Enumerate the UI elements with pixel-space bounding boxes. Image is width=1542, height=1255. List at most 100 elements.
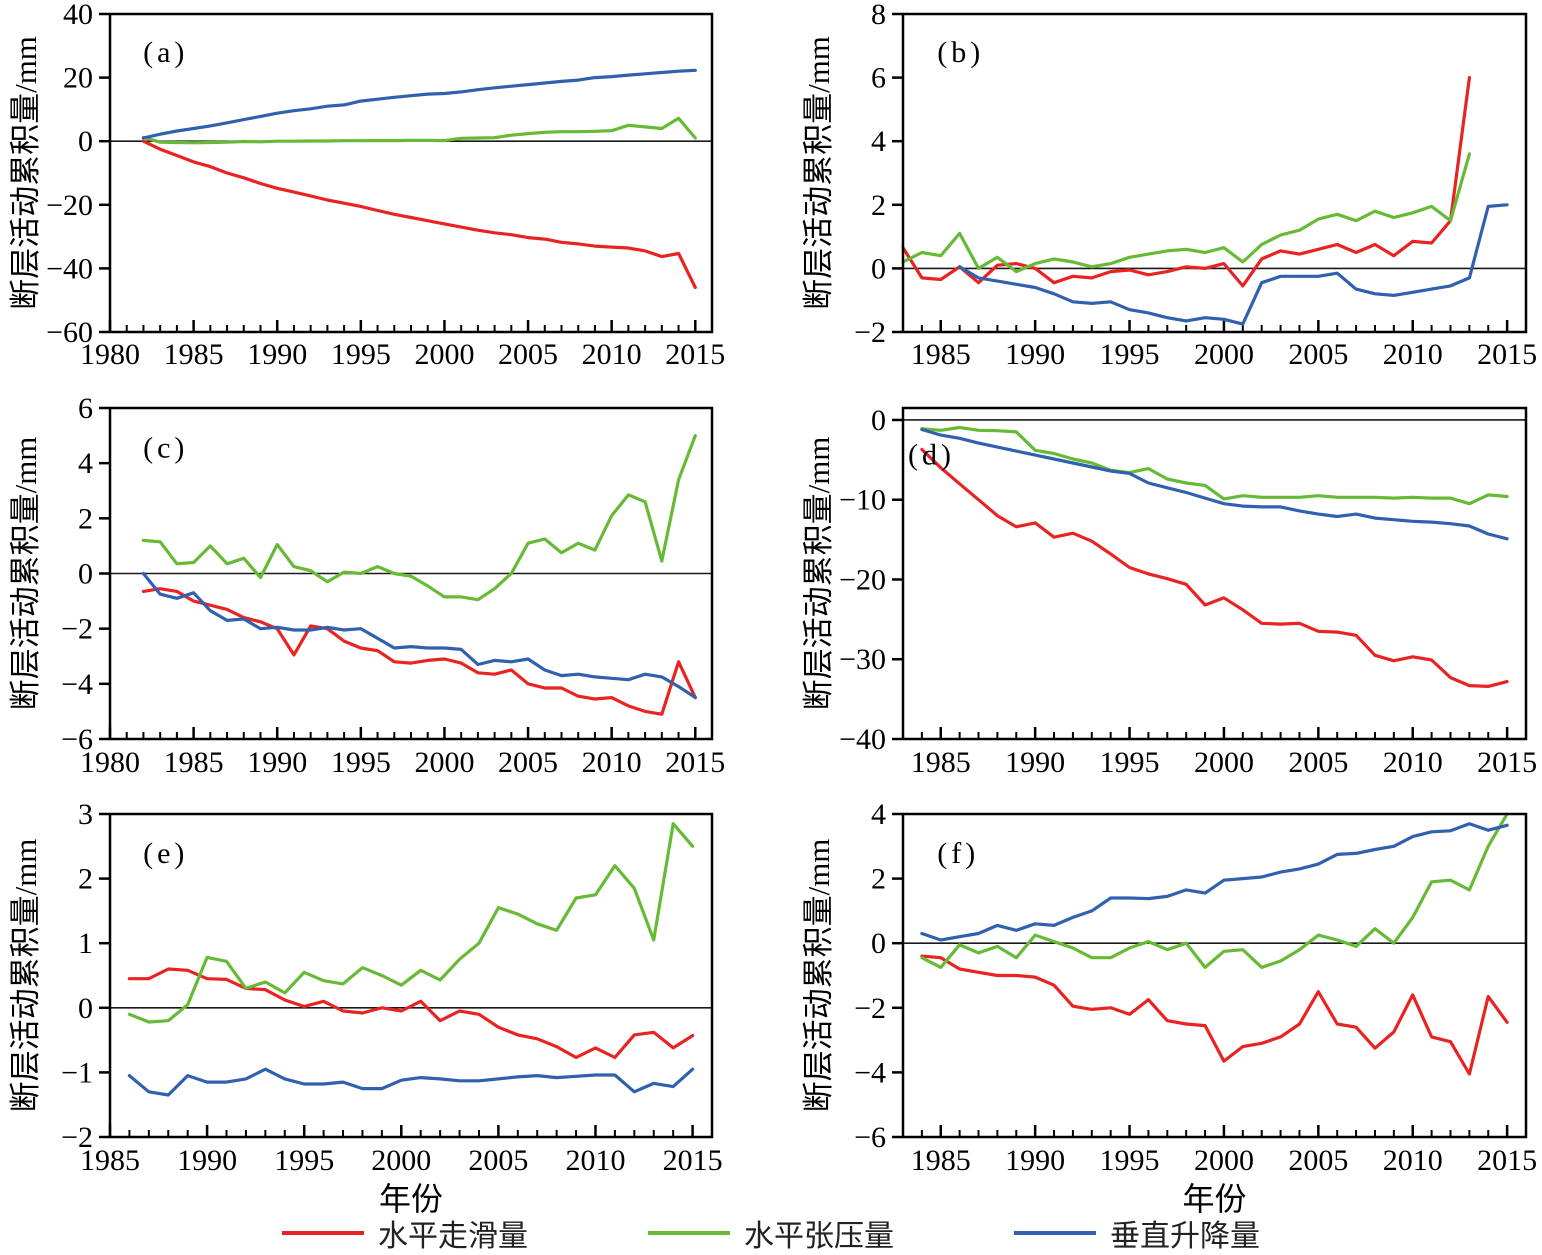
x-tick-label: 1985 [911, 338, 971, 371]
y-axis-title: 断层活动累积量/mm [8, 437, 43, 711]
x-tick-label: 1995 [1100, 746, 1160, 779]
y-tick-label: −2 [61, 1121, 93, 1154]
x-axis-title: 年份 [379, 1181, 443, 1215]
x-tick-label: 1980 [80, 338, 140, 371]
x-tick-label: 2015 [665, 338, 725, 371]
x-tick-label: 2005 [468, 1144, 528, 1177]
green-line-swatch [648, 1230, 730, 1235]
y-tick-label: 0 [871, 252, 886, 285]
y-tick-label: 0 [78, 558, 93, 591]
legend-item-extension-compression: 水平张压量 [648, 1211, 894, 1255]
y-tick-label: −10 [839, 484, 886, 517]
chart-d-canvas: 0 −10 −20 −30 −40 1985 1990 1995 2000 2005 2010 201… [801, 404, 1537, 779]
x-tick-label: 1990 [1005, 746, 1065, 779]
y-tick-label: 0 [871, 927, 886, 960]
y-axis-title: 断层活动累积量/mm [801, 36, 836, 310]
series-line-green [141, 433, 697, 602]
y-tick-label: −20 [46, 189, 93, 222]
panel-letter: (f) [937, 837, 979, 870]
series-line-green [901, 152, 1472, 274]
series-line-blue [141, 68, 697, 140]
series-line-blue [958, 203, 1509, 326]
subplot-e: 3 2 1 0 −1 −2 1985 1990 1995 2000 2005 2010 2015 (e) 断… [0, 780, 771, 1215]
panel-letter: (d) [908, 438, 955, 471]
y-tick-label: −40 [839, 723, 886, 756]
series-line-red [141, 587, 697, 716]
y-tick-label: −20 [839, 563, 886, 596]
y-tick-label: 6 [78, 392, 93, 425]
subplot-c: 6 4 2 0 −2 −4 −6 1980 1985 1990 1995 2000 2005 2010 20… [0, 380, 771, 780]
y-tick-label: 0 [871, 404, 886, 437]
series-line-red [920, 447, 1509, 688]
x-tick-label: 1985 [80, 1144, 140, 1177]
subplot-grid: 40 20 0 −20 −40 −60 1980 1985 1990 1995 2000 2005 20… [0, 0, 1542, 1215]
y-tick-label: 40 [63, 0, 93, 31]
series-line-red [141, 139, 697, 290]
chart-b-canvas: 8 6 4 2 0 −2 1985 1990 1995 2000 2005 2010 2015 (b) 断层… [801, 0, 1537, 371]
series-line-blue [141, 571, 697, 700]
x-tick-label: 1985 [911, 1144, 971, 1177]
chart-f-canvas: 4 2 0 −2 −4 −6 1985 1990 1995 2000 2005 2010 2015 (f)… [801, 798, 1537, 1215]
subplot-b: 8 6 4 2 0 −2 1985 1990 1995 2000 2005 2010 2015 (b) 断层… [771, 0, 1542, 380]
x-tick-label: 2000 [414, 338, 474, 371]
x-tick-label: 2015 [665, 746, 725, 779]
y-tick-label: −2 [61, 613, 93, 646]
series-line-blue [127, 1067, 695, 1097]
series-line-green [920, 425, 1509, 506]
y-tick-label: 0 [78, 125, 93, 158]
series-line-green [920, 812, 1509, 969]
x-tick-label: 2015 [1477, 1144, 1537, 1177]
blue-line-swatch [1014, 1230, 1096, 1235]
x-tick-label: 1985 [164, 338, 224, 371]
series-line-blue [920, 822, 1509, 942]
y-tick-label: 2 [78, 502, 93, 535]
x-tick-label: 1990 [1005, 1144, 1065, 1177]
y-tick-label: −4 [61, 668, 93, 701]
plot-border [901, 12, 1528, 334]
legend-item-strike-slip: 水平走滑量 [282, 1211, 528, 1255]
plot-border [108, 406, 714, 741]
x-tick-label: 1980 [80, 746, 140, 779]
y-tick-label: −4 [854, 1056, 886, 1089]
y-axis-title: 断层活动累积量/mm [8, 36, 43, 310]
legend: 水平走滑量 水平张压量 垂直升降量 [0, 1215, 1542, 1253]
x-tick-label: 1995 [331, 746, 391, 779]
y-axis-title: 断层活动累积量/mm [801, 839, 836, 1113]
y-tick-label: −6 [61, 723, 93, 756]
x-tick-label: 2010 [1383, 338, 1443, 371]
subplot-f: 4 2 0 −2 −4 −6 1985 1990 1995 2000 2005 2010 2015 (f)… [771, 780, 1542, 1215]
series-line-green [141, 116, 697, 145]
x-tick-label: 1995 [274, 1144, 334, 1177]
x-tick-label: 2005 [498, 746, 558, 779]
x-tick-label: 1990 [247, 746, 307, 779]
x-tick-label: 2000 [371, 1144, 431, 1177]
x-tick-label: 1995 [1100, 338, 1160, 371]
x-tick-label: 1985 [911, 746, 971, 779]
series-line-red [901, 75, 1472, 288]
panel-letter: (a) [143, 36, 188, 69]
y-tick-label: −30 [839, 643, 886, 676]
y-tick-label: 2 [78, 863, 93, 896]
x-tick-label: 1990 [1005, 338, 1065, 371]
plot-border [901, 812, 1528, 1139]
x-tick-label: 2005 [1288, 338, 1348, 371]
y-tick-label: −2 [854, 316, 886, 349]
y-tick-label: 2 [871, 863, 886, 896]
subplot-d: 0 −10 −20 −30 −40 1985 1990 1995 2000 2005 2010 201… [771, 380, 1542, 780]
x-tick-label: 2010 [1383, 1144, 1443, 1177]
series-line-red [920, 954, 1509, 1076]
x-tick-label: 1990 [177, 1144, 237, 1177]
legend-label-vertical: 垂直升降量 [1110, 1219, 1260, 1253]
series-line-red [127, 967, 695, 1060]
panel-letter: (b) [937, 36, 984, 69]
y-tick-label: 1 [78, 927, 93, 960]
plot-border [108, 12, 714, 334]
legend-label-extension-compression: 水平张压量 [744, 1219, 894, 1253]
panel-letter: (e) [143, 837, 188, 870]
y-axis-title: 断层活动累积量/mm [8, 839, 43, 1113]
x-tick-label: 1985 [164, 746, 224, 779]
x-tick-label: 2010 [582, 338, 642, 371]
y-tick-label: −1 [61, 1056, 93, 1089]
